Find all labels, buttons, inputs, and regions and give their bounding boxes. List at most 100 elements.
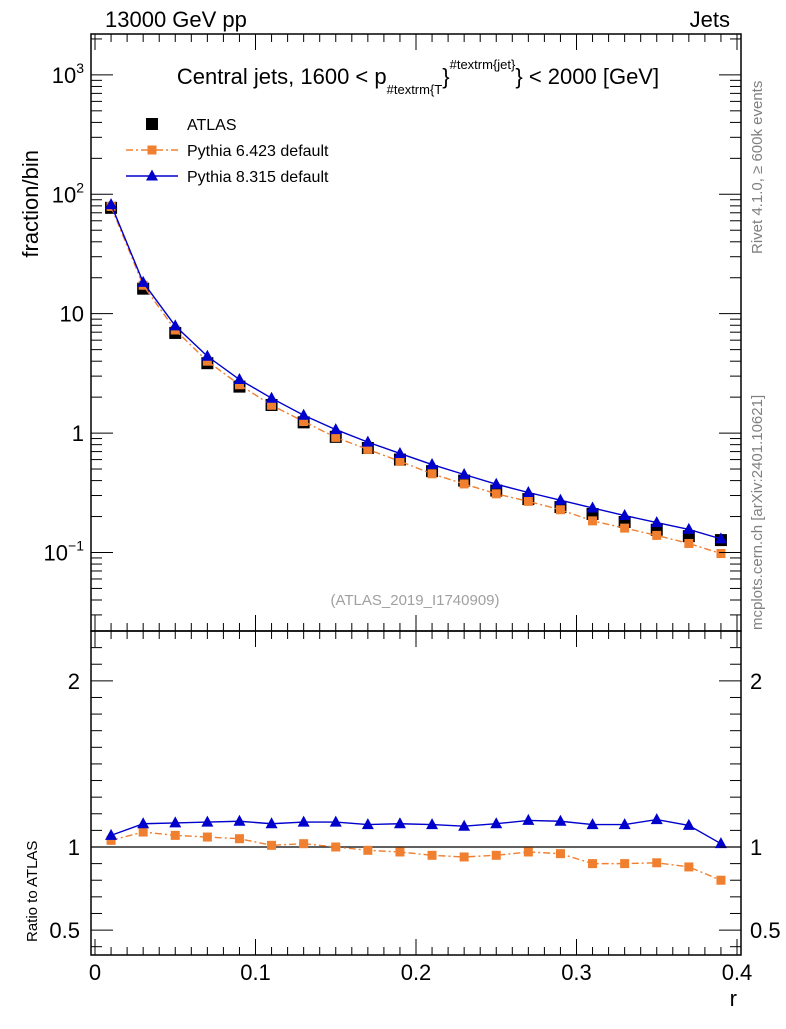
y-tick-base: 10: [52, 182, 76, 207]
pythia-6-423-default-ratio-point: [299, 839, 309, 849]
pythia-8-315-default-point: [297, 408, 310, 420]
ratio-y-tick-label-right: 1: [750, 835, 762, 860]
legend-marker-atlas: [146, 118, 158, 130]
pythia-8-315-default-point: [201, 349, 214, 361]
ratio-y-tick-label: 1: [68, 835, 80, 860]
y-tick-label: 102: [52, 179, 84, 207]
pythia-8-315-default-ratio-point: [361, 818, 374, 830]
pythia-8-315-default-ratio-line: [110, 818, 722, 845]
pythia-8-315-default-ratio-point: [265, 817, 278, 829]
pythia-6-423-default-point: [684, 538, 694, 548]
pythia-6-423-default-point: [234, 380, 244, 390]
y-tick-label: 103: [52, 60, 84, 88]
pythia-8-315-default-ratio-point: [650, 813, 663, 825]
y-tick-base: 10: [44, 540, 68, 565]
pythia-6-423-default-point: [652, 530, 662, 540]
pythia-8-315-default-ratio-point: [201, 815, 214, 827]
pythia-6-423-default-ratio-point: [684, 862, 694, 872]
pythia-8-315-default-ratio-point: [329, 815, 342, 827]
title-superscript: #textrm{jet}: [450, 57, 516, 72]
ratio-panel-frame: [90, 630, 742, 956]
pythia-8-315-default-point: [233, 373, 246, 385]
pythia-6-423-default-ratio-point: [620, 859, 630, 869]
y-tick-base: 10: [52, 63, 76, 88]
pythia-8-315-default-ratio-point: [297, 815, 310, 827]
pythia-8-315-default-point: [682, 522, 695, 534]
plot-title: Central jets, 1600 < p#textrm{T}#textrm{…: [177, 57, 659, 97]
title-mid: }: [442, 64, 449, 89]
pythia-6-423-default-ratio-point: [427, 850, 437, 860]
pythia-6-423-default-ratio-point: [267, 840, 277, 850]
x-axis-label: r: [730, 986, 737, 1011]
pythia-8-315-default-point: [393, 446, 406, 458]
pythia-6-423-default-ratio-point: [395, 847, 405, 857]
pythia-6-423-default-point: [620, 523, 630, 533]
pythia-8-315-default-point: [265, 391, 278, 403]
pythia-6-423-default-point: [363, 444, 373, 454]
pythia-8-315-default-ratio-point: [554, 814, 567, 826]
ratio-y-tick-label: 2: [68, 669, 80, 694]
pythia-8-315-default-point: [650, 516, 663, 528]
pythia-8-315-default-point: [329, 423, 342, 435]
pythia-6-423-default-ratio-point: [652, 858, 662, 868]
pythia-6-423-default-ratio-point: [588, 859, 598, 869]
pythia-8-315-default-point: [105, 198, 118, 210]
y-tick-exponent: 2: [76, 179, 84, 195]
pythia-6-423-default-ratio-point: [106, 835, 116, 845]
legend-marker-pythia-6-423-default: [147, 145, 157, 155]
title-subscript: #textrm{T: [387, 82, 443, 97]
pythia-6-423-default-point: [716, 549, 726, 559]
pythia-8-315-default-line: [110, 204, 722, 540]
x-tick-label: 0.4: [722, 960, 753, 985]
title-suffix: } < 2000 [GeV]: [515, 64, 659, 89]
ratio-plot-layer: [91, 813, 741, 885]
header-right: Jets: [690, 7, 730, 32]
pythia-6-423-default-point: [459, 479, 469, 489]
pythia-8-315-default-point: [490, 477, 503, 489]
rivet-note: Rivet 4.1.0, ≥ 600k events: [749, 81, 766, 254]
legend-label-pythia-8-315-default: Pythia 8.315 default: [187, 169, 329, 186]
pythia-8-315-default-ratio-point: [169, 816, 182, 828]
pythia-6-423-default-ratio-point: [202, 832, 212, 842]
pythia-8-315-default-ratio-point: [233, 814, 246, 826]
pythia-6-423-default-point: [588, 516, 598, 526]
x-tick-label: 0.1: [240, 960, 271, 985]
pythia-6-423-default-ratio-point: [363, 845, 373, 855]
pythia-8-315-default-ratio-point: [137, 817, 150, 829]
watermark: (ATLAS_2019_I1740909): [330, 592, 499, 609]
ratio-y-tick-label-right: 0.5: [750, 918, 781, 943]
x-tick-label: 0: [89, 960, 101, 985]
y-tick-label: 10−1: [44, 537, 85, 565]
pythia-6-423-default-ratio-point: [234, 834, 244, 844]
pythia-8-315-default-ratio-point: [490, 817, 503, 829]
pythia-6-423-default-point: [267, 400, 277, 410]
x-tick-label: 0.3: [561, 960, 592, 985]
pythia-6-423-default-line: [110, 206, 722, 555]
pythia-8-315-default-point: [361, 435, 374, 447]
header-left: 13000 GeV pp: [105, 7, 247, 32]
pythia-6-423-default-point: [202, 356, 212, 366]
y-tick-exponent: −1: [68, 537, 84, 553]
title-prefix: Central jets, 1600 < p: [177, 64, 387, 89]
pythia-6-423-default-point: [299, 417, 309, 427]
ratio-y-tick-label: 0.5: [49, 918, 80, 943]
pythia-8-315-default-point: [714, 532, 727, 544]
pythia-8-315-default-ratio-point: [458, 819, 471, 831]
legend-label-atlas: ATLAS: [187, 117, 237, 134]
pythia-8-315-default-point: [554, 493, 567, 505]
pythia-8-315-default-ratio-point: [426, 818, 439, 830]
legend-marker-pythia-8-315-default: [146, 169, 158, 181]
pythia-6-423-default-point: [331, 432, 341, 442]
pythia-6-423-default-ratio-point: [170, 830, 180, 840]
pythia-6-423-default-ratio-point: [331, 842, 341, 852]
pythia-6-423-default-ratio-point: [523, 847, 533, 857]
pythia-6-423-default-ratio-point: [459, 852, 469, 862]
y-tick-label: 10: [60, 302, 84, 327]
pythia-8-315-default-point: [522, 485, 535, 497]
y-tick-exponent: 3: [76, 60, 84, 76]
mcplots-note: mcplots.cern.ch [arXiv:2401.10621]: [749, 395, 766, 630]
pythia-8-315-default-ratio-point: [522, 813, 535, 825]
legend: ATLAS Pythia 6.423 default Pythia 8.315 de…: [126, 117, 329, 186]
